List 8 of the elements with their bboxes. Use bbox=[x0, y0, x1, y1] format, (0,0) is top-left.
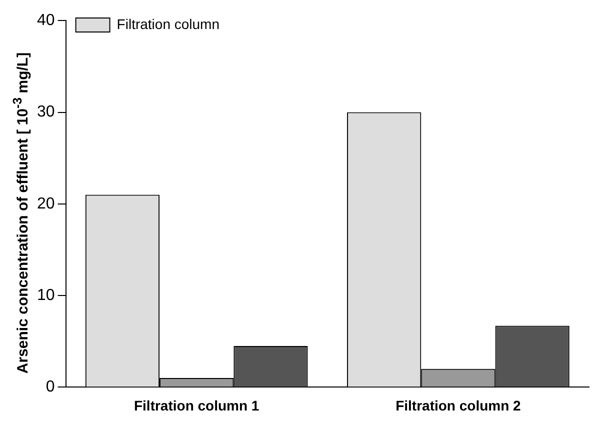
y-tick-label: 40 bbox=[37, 12, 55, 30]
x-tick-label: Filtration column 2 bbox=[396, 397, 522, 414]
legend-label: Filtration column bbox=[116, 16, 220, 32]
y-tick-label: 30 bbox=[37, 104, 55, 121]
x-tick-label: Filtration column 1 bbox=[134, 397, 260, 414]
y-tick-label: 20 bbox=[37, 195, 55, 212]
y-tick-label: 0 bbox=[46, 378, 55, 396]
y-tick-label: 10 bbox=[37, 286, 55, 304]
